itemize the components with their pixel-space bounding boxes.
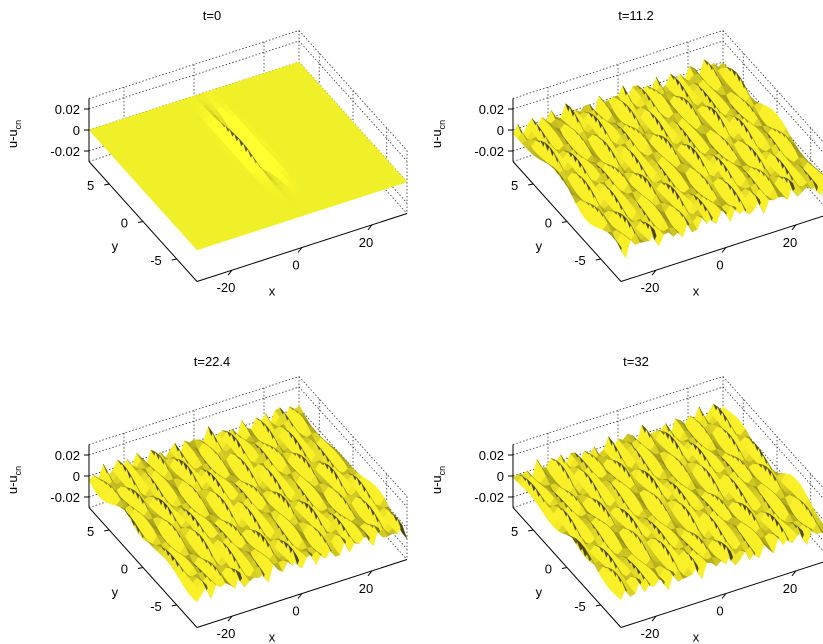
surface bbox=[512, 59, 823, 259]
axes-lines bbox=[508, 98, 823, 282]
surface bbox=[512, 403, 823, 601]
x-tick-label: -20 bbox=[217, 280, 236, 295]
y-axis-label: y bbox=[112, 238, 119, 253]
subplot-3: t=22.4 -20 0 20 x -5 0 5 y 0.02 0 -0.02 u-ucn bbox=[5, 354, 408, 644]
y-axis-label: y bbox=[536, 238, 543, 253]
y-tick-label: -5 bbox=[150, 599, 162, 614]
y-axis-label: y bbox=[536, 584, 543, 599]
x-tick-label: 20 bbox=[359, 581, 373, 596]
surface bbox=[88, 404, 408, 603]
z-tick-label: -0.02 bbox=[474, 144, 504, 159]
z-tick-label: 0 bbox=[497, 123, 504, 138]
y-tick-label: 5 bbox=[511, 524, 518, 539]
z-tick-label: 0.02 bbox=[479, 448, 504, 463]
subplot-title: t=11.2 bbox=[618, 8, 654, 23]
y-axis-label: y bbox=[112, 584, 119, 599]
x-axis-label: x bbox=[269, 630, 276, 644]
x-tick-label: 0 bbox=[292, 604, 299, 619]
z-tick-label: 0 bbox=[73, 469, 80, 484]
subplot-2: t=11.2 -20 0 20 x -5 0 5 y 0.02 0 -0.02 u-ucn bbox=[429, 8, 823, 299]
x-tick-label: 0 bbox=[292, 258, 299, 273]
subplot-1: t=0 -20 0 20 x -5 0 5 y 0.02 0 -0.02 u-ucn bbox=[5, 8, 408, 299]
z-tick-label: 0 bbox=[73, 123, 80, 138]
z-axis-label: u-ucn bbox=[5, 120, 23, 148]
z-tick-label: -0.02 bbox=[50, 144, 80, 159]
z-tick-label: 0 bbox=[497, 469, 504, 484]
z-tick-label: -0.02 bbox=[474, 490, 504, 505]
x-tick-label: -20 bbox=[217, 626, 236, 641]
subplot-title: t=22.4 bbox=[194, 354, 231, 369]
z-tick-label: 0.02 bbox=[55, 448, 80, 463]
y-tick-label: -5 bbox=[574, 253, 586, 268]
y-tick-label: 5 bbox=[87, 178, 94, 193]
z-tick-label: 0.02 bbox=[55, 102, 80, 117]
x-axis-label: x bbox=[693, 284, 700, 299]
y-tick-label: 0 bbox=[121, 562, 128, 577]
x-tick-label: 20 bbox=[783, 581, 797, 596]
x-tick-label: 20 bbox=[359, 235, 373, 250]
y-tick-label: 5 bbox=[87, 524, 94, 539]
z-tick-label: -0.02 bbox=[50, 490, 80, 505]
x-tick-label: 20 bbox=[783, 235, 797, 250]
subplot-4: t=32 -20 0 20 x -5 0 5 y 0.02 0 -0.02 u-ucn bbox=[429, 354, 823, 644]
x-tick-label: -20 bbox=[641, 280, 660, 295]
surface bbox=[88, 61, 408, 251]
y-tick-label: 0 bbox=[121, 216, 128, 231]
y-tick-label: 0 bbox=[545, 216, 552, 231]
z-axis-label: u-ucn bbox=[429, 120, 447, 148]
subplot-title: t=0 bbox=[203, 8, 221, 23]
axes-lines bbox=[508, 444, 823, 628]
y-tick-label: -5 bbox=[150, 253, 162, 268]
subplot-title: t=32 bbox=[623, 354, 649, 369]
y-tick-label: 0 bbox=[545, 562, 552, 577]
axes-lines bbox=[84, 444, 408, 628]
axes-lines bbox=[84, 98, 408, 282]
x-tick-label: -20 bbox=[641, 626, 660, 641]
x-tick-label: 0 bbox=[716, 604, 723, 619]
x-tick-label: 0 bbox=[716, 258, 723, 273]
y-tick-label: 5 bbox=[511, 178, 518, 193]
x-axis-label: x bbox=[693, 630, 700, 644]
z-axis-label: u-ucn bbox=[5, 466, 23, 494]
z-axis-label: u-ucn bbox=[429, 466, 447, 494]
z-tick-label: 0.02 bbox=[479, 102, 504, 117]
y-tick-label: -5 bbox=[574, 599, 586, 614]
x-axis-label: x bbox=[269, 284, 276, 299]
